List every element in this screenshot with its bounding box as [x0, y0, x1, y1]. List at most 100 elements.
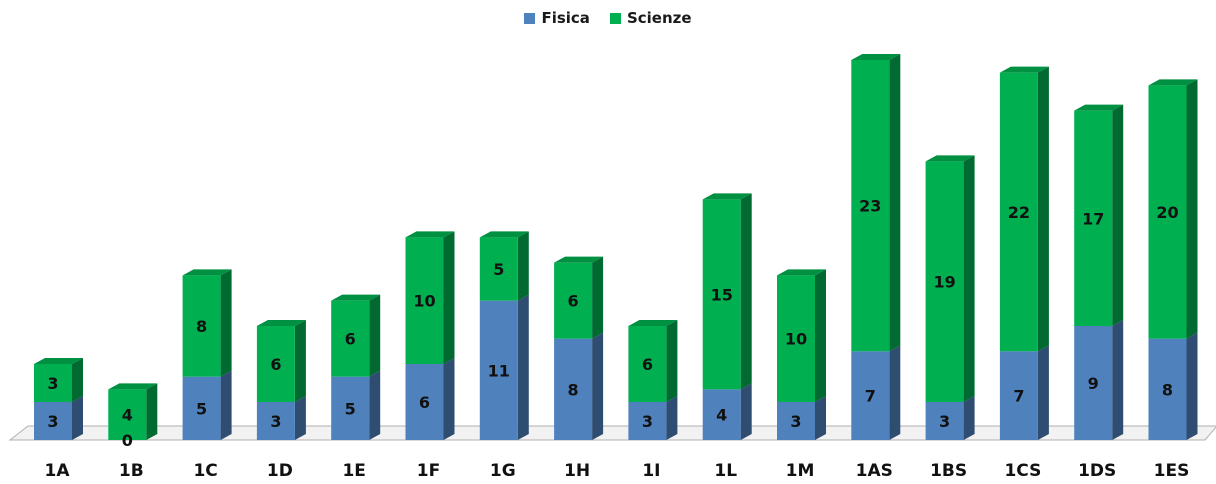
bar-scienze-1BS [925, 161, 964, 402]
data-label-scienze-1E: 6 [345, 330, 356, 349]
data-label-fisica-1D: 3 [270, 412, 281, 431]
bar-top-1D [256, 320, 306, 326]
data-label-scienze-1ES: 20 [1156, 203, 1178, 222]
x-tick-label-1M: 1M [786, 461, 815, 481]
bar-fisica-1AS [851, 351, 890, 440]
x-tick-label-1C: 1C [193, 461, 217, 481]
bar-side-fisica-1DS [1112, 320, 1124, 440]
bar-side-fisica-1A [72, 396, 83, 440]
bar-fisica-1L [702, 389, 741, 440]
bar-scienze-1C [182, 275, 221, 377]
bar-side-scienze-1H [592, 256, 604, 339]
data-label-fisica-1I: 3 [642, 412, 653, 431]
x-tick-label-1CS: 1CS [1004, 461, 1041, 481]
data-label-fisica-1BS: 3 [939, 412, 950, 431]
x-tick-label-1B: 1B [119, 461, 144, 481]
data-label-scienze-1I: 6 [642, 355, 653, 374]
bar-fisica-1BS [925, 402, 964, 440]
data-label-fisica-1H: 8 [568, 380, 579, 399]
bar-side-scienze-1ES [1186, 79, 1198, 339]
bar-side-scienze-1BS [963, 155, 975, 402]
bar-top-1B [108, 383, 158, 390]
data-label-fisica-1F: 6 [419, 393, 430, 412]
x-tick-label-1D: 1D [267, 461, 293, 481]
bar-scienze-1L [702, 199, 741, 390]
data-label-scienze-1AS: 23 [859, 197, 881, 216]
bar-fisica-1E [331, 376, 370, 440]
x-tick-label-1AS: 1AS [856, 461, 893, 481]
data-label-scienze-1CS: 22 [1008, 203, 1030, 222]
bar-side-scienze-1B [146, 383, 158, 440]
data-label-scienze-1F: 10 [413, 292, 435, 311]
bar-scienze-1A [34, 364, 72, 402]
legend-swatch-scienze [609, 12, 621, 24]
x-tick-label-1ES: 1ES [1154, 461, 1190, 481]
x-tick-label-1L: 1L [714, 461, 737, 481]
x-tick-label-1G: 1G [490, 461, 516, 481]
bar-side-fisica-1L [740, 383, 752, 440]
bar-scienze-1I [628, 326, 667, 402]
data-label-fisica-1B: 0 [122, 431, 133, 450]
x-tick-label-1A: 1A [45, 461, 71, 481]
bar-top-1AS [851, 54, 901, 60]
bar-side-scienze-1L [740, 193, 752, 390]
bar-side-fisica-1ES [1186, 332, 1198, 440]
bar-side-fisica-1E [369, 370, 381, 440]
data-label-fisica-1CS: 7 [1013, 387, 1024, 406]
bar-fisica-1CS [999, 351, 1038, 440]
bar-scienze-1D [256, 326, 295, 402]
data-label-fisica-1DS: 9 [1088, 374, 1099, 393]
bar-top-1E [331, 294, 381, 301]
bar-side-scienze-1I [666, 320, 678, 402]
bar-side-fisica-1C [220, 370, 232, 440]
data-label-fisica-1M: 3 [790, 412, 801, 431]
bar-fisica-1I [628, 402, 667, 440]
bar-fisica-1C [182, 376, 221, 440]
bar-top-1DS [1074, 104, 1124, 111]
bar-side-fisica-1G [517, 294, 529, 440]
data-label-scienze-1H: 6 [568, 292, 579, 311]
data-label-fisica-1E: 5 [345, 399, 356, 418]
bar-top-1L [702, 193, 752, 200]
bar-side-scienze-1F [443, 231, 455, 364]
x-tick-label-1BS: 1BS [930, 461, 967, 481]
bar-side-fisica-1I [666, 396, 678, 440]
bar-fisica-1ES [1148, 338, 1187, 440]
legend-item-scienze: Scienze [609, 9, 692, 27]
bar-scienze-1DS [1074, 110, 1113, 327]
bar-scienze-1B [108, 389, 147, 440]
bar-side-scienze-1AS [889, 54, 901, 352]
bar-fisica-1D [256, 402, 295, 440]
data-label-scienze-1D: 6 [270, 355, 281, 374]
data-label-fisica-1AS: 7 [865, 387, 876, 406]
bar-side-fisica-1D [294, 396, 306, 440]
bar-top-1G [479, 231, 529, 238]
bar-top-1CS [999, 66, 1049, 73]
bar-side-scienze-1A [72, 358, 83, 402]
data-label-fisica-1C: 5 [196, 399, 207, 418]
bar-top-1H [554, 256, 604, 263]
bar-side-scienze-1E [369, 294, 381, 377]
bar-scienze-1AS [851, 60, 890, 352]
x-tick-label-1DS: 1DS [1078, 461, 1116, 481]
data-label-scienze-1C: 8 [196, 317, 207, 336]
bar-side-fisica-1H [592, 332, 604, 440]
bar-side-scienze-1D [294, 320, 306, 402]
legend: Fisica Scienze [0, 9, 1216, 27]
bar-fisica-1F [405, 364, 444, 440]
bar-fisica-1M [777, 402, 815, 440]
bar-top-1M [777, 269, 826, 276]
bar-fisica-1A [34, 402, 72, 440]
bar-scienze-1F [405, 237, 444, 364]
bar-side-fisica-1BS [963, 396, 975, 440]
data-label-scienze-1M: 10 [785, 330, 807, 349]
bar-side-fisica-1AS [889, 345, 901, 440]
bar-side-fisica-1F [443, 358, 455, 440]
bar-fisica-1H [554, 338, 593, 440]
legend-swatch-fisica [524, 12, 536, 24]
x-tick-label-1I: 1I [642, 461, 660, 481]
legend-label-scienze: Scienze [626, 9, 692, 27]
bar-side-scienze-1M [815, 269, 826, 402]
